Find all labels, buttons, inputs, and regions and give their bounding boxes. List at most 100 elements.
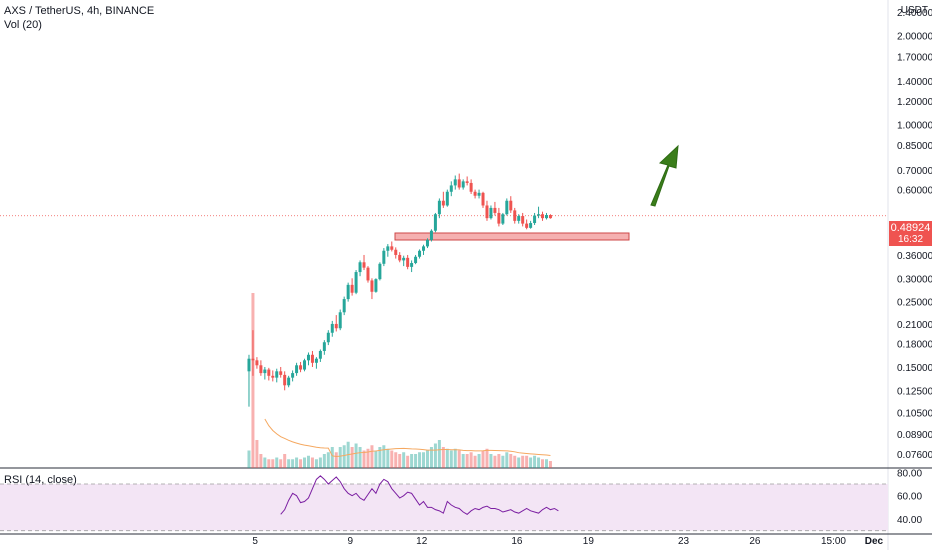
- candle-body: [477, 192, 481, 196]
- volume-bar: [501, 455, 505, 468]
- candle-body: [461, 181, 465, 188]
- volume-bar: [370, 445, 374, 468]
- candle-body: [453, 179, 457, 186]
- price-tick-label: 0.70000: [897, 166, 932, 177]
- volume-bar: [485, 448, 489, 468]
- currency-label: USDT: [900, 5, 928, 16]
- volume-bar: [525, 455, 529, 468]
- candle-body: [350, 284, 354, 293]
- candle-body: [283, 374, 287, 386]
- volume-bar: [263, 457, 267, 468]
- volume-bar: [386, 448, 390, 468]
- candle-body: [521, 216, 525, 224]
- volume-label: Vol (20): [4, 19, 42, 31]
- volume-bar: [366, 448, 370, 468]
- price-tick-label: 0.85000: [897, 141, 932, 152]
- price-tick-label: 2.00000: [897, 32, 932, 43]
- volume-bar: [461, 454, 465, 468]
- volume-bar: [271, 459, 275, 468]
- rsi-tick-label: 80.00: [897, 468, 922, 479]
- volume-bar: [517, 457, 521, 468]
- volume-bar: [481, 450, 485, 468]
- candle-body: [437, 200, 441, 215]
- candle-body: [306, 354, 310, 361]
- time-tick-label: 19: [583, 536, 595, 547]
- candle-body: [489, 207, 493, 219]
- price-tick-label: 0.18000: [897, 340, 932, 351]
- price-tick-label: 0.60000: [897, 186, 932, 197]
- volume-bar: [322, 454, 326, 468]
- candle-body: [346, 284, 350, 300]
- candle-body: [287, 377, 291, 386]
- volume-bar: [548, 461, 552, 468]
- volume-bar: [441, 447, 445, 468]
- volume-bar: [394, 452, 398, 468]
- candle-body: [418, 250, 422, 257]
- candle-body: [505, 200, 509, 215]
- volume-bar: [318, 457, 322, 468]
- volume-bar: [330, 447, 334, 468]
- time-tick-label: 26: [749, 536, 761, 547]
- volume-bar: [406, 455, 410, 468]
- volume-bar: [489, 454, 493, 468]
- volume-bar: [422, 452, 426, 468]
- candle-body: [422, 246, 426, 251]
- candle-body: [267, 369, 271, 376]
- volume-bar: [418, 452, 422, 468]
- volume-bar: [497, 454, 501, 468]
- volume-bar: [334, 452, 338, 468]
- volume-bar: [314, 459, 318, 468]
- volume-bar: [473, 455, 477, 468]
- candle-body: [247, 358, 251, 372]
- price-tick-label: 0.08900: [897, 430, 932, 441]
- candle-body: [525, 223, 529, 228]
- rsi-tick-label: 40.00: [897, 515, 922, 526]
- rsi-tick-label: 60.00: [897, 492, 922, 503]
- rsi-band: [0, 484, 888, 531]
- volume-bar: [449, 450, 453, 468]
- volume-bar: [465, 454, 469, 468]
- volume-bar: [445, 448, 449, 468]
- volume-bar: [513, 455, 517, 468]
- volume-bar: [410, 454, 414, 468]
- time-tick-label: 23: [678, 536, 690, 547]
- current-price-tag: 0.48924: [889, 221, 932, 235]
- candle-body: [255, 360, 259, 366]
- candle-body: [334, 323, 338, 329]
- candle-body: [338, 312, 342, 329]
- volume-bar: [544, 459, 548, 468]
- volume-bar: [251, 293, 255, 468]
- volume-bar: [493, 455, 497, 468]
- price-tick-label: 1.40000: [897, 77, 932, 88]
- candle-body: [299, 365, 303, 370]
- candle-body: [425, 239, 429, 247]
- candle-body: [382, 250, 386, 264]
- candle-body: [429, 230, 433, 240]
- candle-body: [362, 262, 366, 268]
- volume-bar: [433, 443, 437, 468]
- volume-bar: [267, 459, 271, 468]
- candle-body: [537, 214, 541, 216]
- price-tick-label: 0.30000: [897, 274, 932, 285]
- candle-body: [303, 360, 307, 370]
- volume-bar: [414, 454, 418, 468]
- candle-body: [457, 179, 461, 188]
- candle-body: [544, 215, 548, 219]
- volume-bar: [541, 459, 545, 468]
- volume-bar: [521, 455, 525, 468]
- volume-bar: [306, 455, 310, 468]
- price-tick-label: 0.10500: [897, 409, 932, 420]
- candle-body: [410, 263, 414, 267]
- candle-body: [318, 350, 322, 359]
- volume-bar: [338, 447, 342, 468]
- candle-body: [271, 375, 275, 378]
- candle-body: [374, 279, 378, 292]
- candle-body: [493, 207, 497, 213]
- volume-bar: [354, 443, 358, 468]
- volume-bar: [259, 454, 263, 468]
- price-tick-label: 0.15000: [897, 363, 932, 374]
- volume-bar: [437, 440, 441, 468]
- candle-body: [529, 223, 533, 228]
- time-tick-label: 5: [252, 536, 258, 547]
